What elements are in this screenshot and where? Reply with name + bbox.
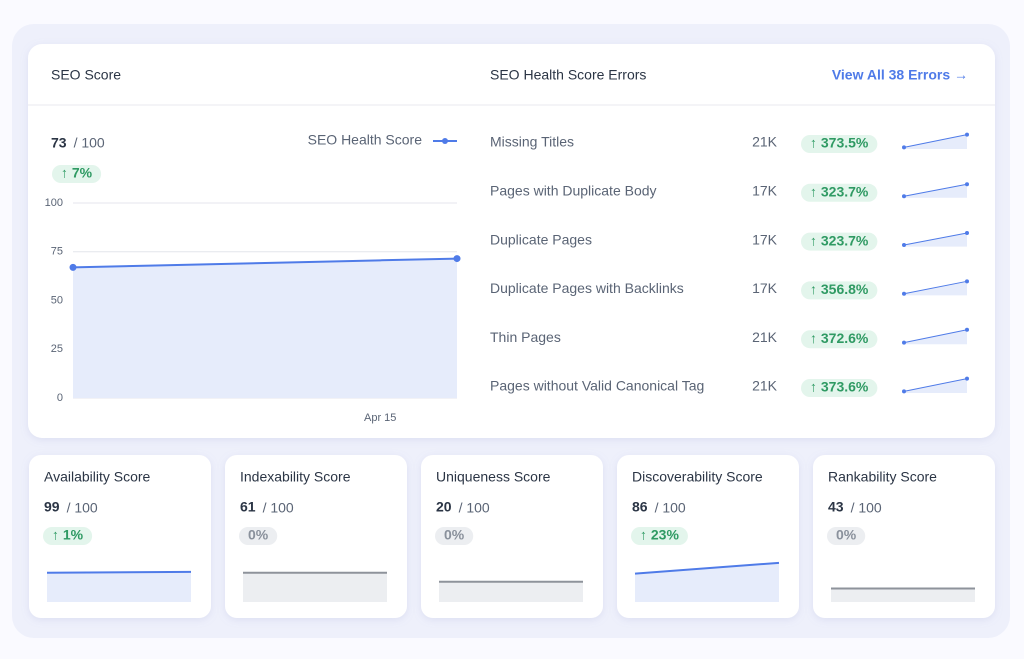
error-name: Duplicate Pages xyxy=(490,231,592,247)
x-tick-label: Apr 15 xyxy=(364,412,396,424)
sparkline xyxy=(903,134,968,148)
sparkline-area xyxy=(243,572,387,602)
card-score: 61 xyxy=(240,499,256,515)
change-badge-text: ↑ 323.7% xyxy=(810,184,869,200)
y-tick-label: 25 xyxy=(51,343,63,355)
change-badge xyxy=(827,527,866,545)
error-count: 17K xyxy=(752,231,778,247)
sparkline xyxy=(903,232,968,246)
change-badge xyxy=(43,527,93,545)
error-name: Missing Titles xyxy=(490,134,574,150)
sparkline xyxy=(903,280,968,295)
sparkline-dot xyxy=(902,194,906,199)
sparkline-dot xyxy=(902,145,906,150)
sparkline xyxy=(903,378,968,392)
change-badge-text: ↑ 373.5% xyxy=(810,135,869,151)
sparkline-dot xyxy=(965,182,969,187)
y-tick-label: 50 xyxy=(51,294,63,306)
card-score: 99 xyxy=(44,499,60,515)
sparkline-dot xyxy=(965,376,969,381)
error-count: 21K xyxy=(752,329,778,345)
score-card xyxy=(813,455,995,618)
sparkline xyxy=(903,183,968,197)
change-badge-text: ↑ 7% xyxy=(61,165,93,181)
y-tick-label: 75 xyxy=(51,246,63,258)
card-title: Rankability Score xyxy=(828,469,937,485)
change-badge xyxy=(52,165,102,183)
error-name: Pages with Duplicate Body xyxy=(490,183,657,199)
error-count: 21K xyxy=(752,134,778,150)
sparkline xyxy=(634,561,780,575)
change-badge-text: ↑ 1% xyxy=(52,527,84,543)
sparkline-dot xyxy=(965,327,969,332)
card-title: Indexability Score xyxy=(240,469,351,485)
card-score: 20 xyxy=(436,499,452,515)
section-title: SEO Score xyxy=(51,67,121,83)
legend-label: SEO Health Score xyxy=(308,132,423,148)
card-title: Uniqueness Score xyxy=(436,469,551,485)
change-badge xyxy=(801,183,878,202)
score-max: / 100 xyxy=(74,135,105,151)
sparkline-dot xyxy=(902,243,906,247)
sparkline xyxy=(46,570,192,574)
sparkline-area xyxy=(439,581,583,602)
change-badge xyxy=(801,379,878,397)
error-count: 21K xyxy=(752,378,778,394)
sparkline-dot xyxy=(902,291,906,296)
sparkline-dot xyxy=(965,132,969,137)
change-badge xyxy=(801,232,878,251)
legend-dot xyxy=(442,138,448,144)
change-badge-text: ↑ 373.6% xyxy=(810,379,869,395)
card-score-max: / 100 xyxy=(67,500,98,516)
sparkline-area xyxy=(47,571,191,602)
change-badge-text: 0% xyxy=(836,527,857,543)
change-badge xyxy=(631,527,688,545)
sparkline-dot xyxy=(965,231,969,235)
card-score-max: / 100 xyxy=(655,500,686,516)
y-tick-label: 100 xyxy=(45,197,63,209)
error-name: Pages without Valid Canonical Tag xyxy=(490,378,704,394)
change-badge-text: 0% xyxy=(248,527,269,543)
change-badge-text: ↑ 356.8% xyxy=(810,281,869,297)
change-badge xyxy=(801,135,878,153)
line xyxy=(72,257,458,269)
sparkline-dot xyxy=(902,340,906,345)
error-count: 17K xyxy=(752,183,778,199)
section-title: SEO Health Score Errors xyxy=(490,67,646,83)
score-card xyxy=(421,455,603,618)
view-all-link[interactable]: View All 38 Errors → xyxy=(832,67,968,83)
point xyxy=(453,255,461,263)
card-score: 86 xyxy=(632,499,648,515)
change-badge-text: ↑ 323.7% xyxy=(810,232,869,248)
change-badge-text: ↑ 23% xyxy=(640,527,679,543)
sparkline-dot xyxy=(902,389,906,394)
y-tick-label: 0 xyxy=(57,392,63,404)
sparkline-dot xyxy=(965,279,969,284)
point xyxy=(69,263,77,271)
card-title: Availability Score xyxy=(44,469,151,485)
change-badge xyxy=(801,330,878,349)
card-score-max: / 100 xyxy=(459,500,490,516)
score-value: 73 xyxy=(51,135,67,151)
change-badge xyxy=(801,281,878,300)
change-badge xyxy=(435,527,474,545)
card-title: Discoverability Score xyxy=(632,469,763,485)
error-count: 17K xyxy=(752,280,778,296)
change-badge xyxy=(239,527,278,545)
card-score: 43 xyxy=(828,499,844,515)
sparkline-area xyxy=(831,588,975,602)
change-badge-text: 0% xyxy=(444,527,465,543)
error-name: Duplicate Pages with Backlinks xyxy=(490,280,684,296)
error-name: Thin Pages xyxy=(490,329,561,345)
sparkline-area xyxy=(635,562,779,602)
area xyxy=(73,258,457,398)
card-score-max: / 100 xyxy=(263,500,294,516)
card-score-max: / 100 xyxy=(851,500,882,516)
change-badge-text: ↑ 372.6% xyxy=(810,330,869,346)
sparkline xyxy=(903,329,968,344)
